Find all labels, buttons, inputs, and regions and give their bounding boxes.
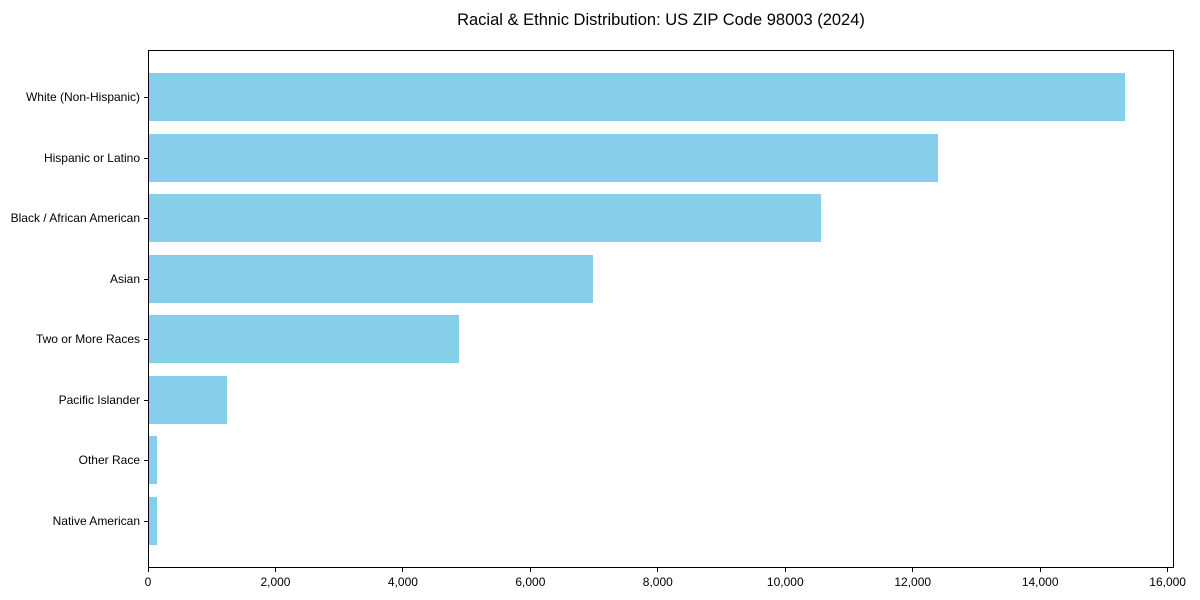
x-tick-label: 2,000 (260, 575, 291, 589)
bar-rows: White (Non-Hispanic) Hispanic or Latino Bl… (11, 51, 1173, 567)
bar-row: Native American (53, 491, 1173, 552)
bar (149, 194, 821, 243)
y-tick-mark (144, 399, 148, 401)
x-tick-mark (1039, 568, 1041, 572)
bar-row: Other Race (79, 430, 1173, 491)
x-tick-label: 14,000 (1021, 575, 1059, 589)
bar-row: Hispanic or Latino (44, 128, 1173, 189)
y-tick-mark (144, 97, 148, 99)
x-tick-mark (784, 568, 786, 572)
x-tick-mark (912, 568, 914, 572)
category-label: Black / African American (10, 211, 140, 226)
bar (149, 254, 593, 303)
bar (149, 315, 460, 364)
bar-row: Two or More Races (36, 309, 1173, 370)
bar (149, 496, 158, 545)
x-tick-label: 8,000 (642, 575, 673, 589)
chart-title: Racial & Ethnic Distribution: US ZIP Cod… (457, 11, 865, 29)
x-tick-mark (147, 568, 149, 572)
bar-row: Pacific Islander (59, 370, 1173, 431)
y-tick-mark (144, 460, 148, 462)
plot-area: White (Non-Hispanic) Hispanic or Latino Bl… (11, 50, 1174, 568)
y-tick-mark (144, 278, 148, 280)
bar (149, 133, 939, 182)
x-axis: 0 2,000 4,000 6,000 8,000 10,000 12,000 14,000 1… (144, 568, 1186, 600)
y-tick-mark (144, 218, 148, 220)
bar-row: White (Non-Hispanic) (26, 67, 1173, 128)
x-tick-mark (402, 568, 404, 572)
x-tick-label: 0 (144, 575, 152, 589)
bar (149, 436, 157, 485)
bar (149, 375, 227, 424)
x-tick-label: 16,000 (1149, 575, 1186, 589)
category-label: Native American (52, 513, 140, 528)
x-tick-label: 12,000 (894, 575, 932, 589)
category-label: Two or More Races (35, 332, 140, 347)
bar (149, 73, 1126, 122)
x-tick-label: 6,000 (515, 575, 546, 589)
category-label: Pacific Islander (58, 392, 140, 407)
category-label: Other Race (78, 453, 140, 468)
y-tick-mark (144, 520, 148, 522)
x-tick-label: 10,000 (766, 575, 804, 589)
x-tick-mark (529, 568, 531, 572)
x-tick-label: 4,000 (387, 575, 418, 589)
y-tick-mark (144, 339, 148, 341)
bar-row: Black / African American (11, 188, 1173, 249)
category-label: Hispanic or Latino (43, 150, 140, 165)
y-tick-mark (144, 157, 148, 159)
category-label: Asian (109, 271, 140, 286)
x-tick-mark (274, 568, 276, 572)
bar-row: Asian (110, 249, 1173, 310)
x-tick-mark (1167, 568, 1169, 572)
x-tick-mark (657, 568, 659, 572)
category-label: White (Non-Hispanic) (25, 90, 140, 105)
